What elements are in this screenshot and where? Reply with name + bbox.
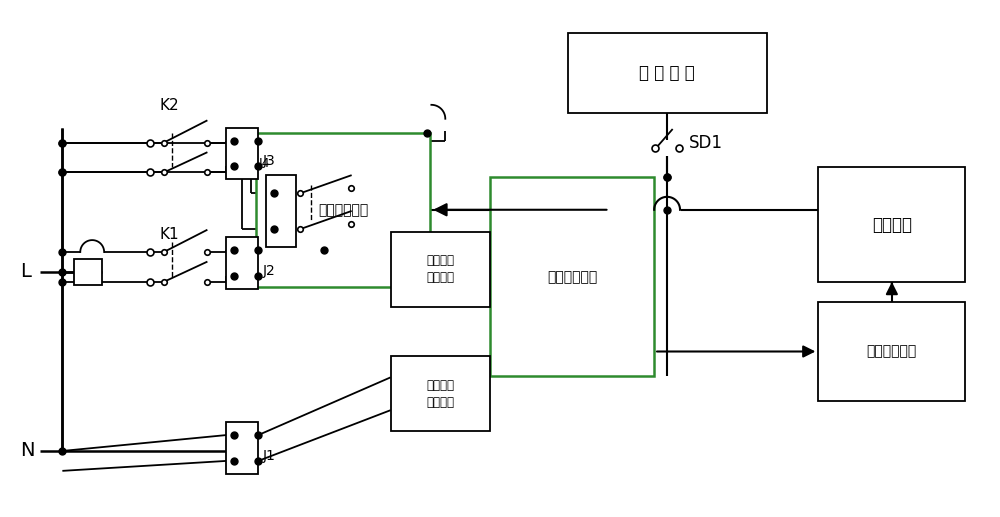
Text: SD1: SD1 <box>689 133 723 151</box>
Bar <box>226 422 258 474</box>
Text: 驱动模块: 驱动模块 <box>872 216 912 234</box>
Bar <box>74 259 102 285</box>
Text: L: L <box>21 263 31 281</box>
Text: K2: K2 <box>160 98 179 113</box>
Text: J2: J2 <box>262 264 275 278</box>
Text: N: N <box>21 442 35 461</box>
Text: 开关连接模块: 开关连接模块 <box>318 203 368 217</box>
Text: J4: J4 <box>259 158 270 171</box>
Bar <box>266 175 296 247</box>
Bar <box>226 237 258 289</box>
Text: 电压转换模块: 电压转换模块 <box>547 270 597 284</box>
Bar <box>391 232 490 307</box>
Text: 供 电 模 块: 供 电 模 块 <box>639 64 695 82</box>
Text: J3: J3 <box>262 155 275 169</box>
Bar <box>490 177 654 376</box>
Bar <box>226 128 258 179</box>
Text: J1: J1 <box>262 449 275 463</box>
Text: 比较判断模块: 比较判断模块 <box>867 344 917 358</box>
Bar <box>256 133 430 287</box>
Bar <box>391 356 490 431</box>
Bar <box>818 168 965 282</box>
Text: K1: K1 <box>160 227 179 242</box>
Text: 第二电压
检测模块: 第二电压 检测模块 <box>426 254 454 284</box>
Text: 第一电压
检测模块: 第一电压 检测模块 <box>426 379 454 409</box>
Bar <box>568 33 767 113</box>
Bar <box>818 302 965 401</box>
